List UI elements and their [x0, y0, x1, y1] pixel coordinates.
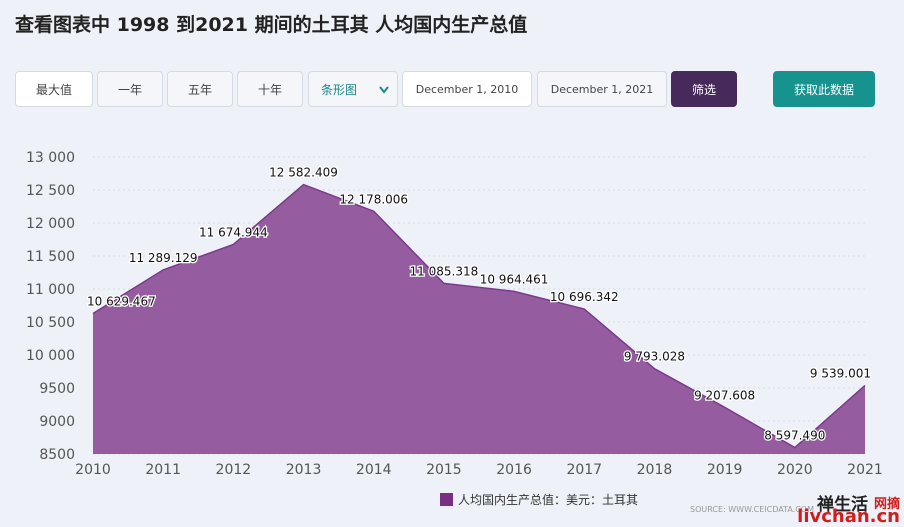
y-tick-label: 8500	[39, 447, 75, 463]
data-label: 9 793.028	[624, 350, 685, 364]
watermark: 禅生活	[817, 495, 868, 515]
data-label: 11 085.318	[410, 264, 479, 278]
data-label: 10 696.342	[550, 290, 619, 304]
end-date[interactable]: December 1, 2021	[537, 71, 667, 107]
data-label: 8 597.490	[764, 429, 825, 443]
area	[93, 184, 865, 454]
x-tick-label: 2020	[777, 462, 813, 478]
select-text: 条形图	[321, 82, 358, 97]
chart-type-select[interactable]: 条形图	[308, 71, 398, 107]
line	[92, 183, 866, 449]
data-label: 9 207.608	[694, 388, 755, 402]
range-button[interactable]: 一年	[97, 71, 163, 107]
y-tick-label: 11 000	[26, 282, 75, 298]
x-tick-label: 2013	[286, 462, 322, 478]
y-tick-label: 11 500	[26, 249, 75, 265]
y-tick-label: 9000	[39, 414, 75, 430]
x-tick-label: 2010	[75, 462, 111, 478]
start-date[interactable]: December 1, 2010	[402, 71, 532, 107]
download-button[interactable]: 获取此数据	[773, 71, 875, 107]
y-tick-label: 10 500	[26, 315, 75, 331]
data-label: 12 582.409	[269, 166, 338, 180]
filter-button[interactable]: 筛选	[671, 71, 737, 107]
x-tick-label: 2016	[496, 462, 532, 478]
range-button[interactable]: 最大值	[15, 71, 93, 107]
x-tick-label: 2019	[707, 462, 743, 478]
data-label: 11 674.944	[199, 225, 268, 239]
y-tick-label: 10 000	[26, 348, 75, 364]
x-tick-label: 2021	[847, 462, 883, 478]
y-tick-label: 12 500	[26, 183, 75, 199]
x-tick-label: 2012	[216, 462, 252, 478]
data-label: 10 629.467	[87, 294, 156, 308]
range-button[interactable]: 五年	[167, 71, 233, 107]
x-tick-label: 2018	[637, 462, 673, 478]
x-tick-label: 2017	[566, 462, 602, 478]
watermark-url: livchan.cn	[797, 506, 900, 527]
range-button[interactable]: 十年	[237, 71, 303, 107]
watermark: 网摘	[873, 497, 900, 512]
x-tick-label: 2014	[356, 462, 392, 478]
source: SOURCE: WWW.CEICDATA.COM	[690, 505, 814, 514]
x-tick-label: 2015	[426, 462, 462, 478]
data-label: 9 539.001	[810, 366, 871, 380]
y-tick-label: 12 000	[26, 216, 75, 232]
data-label: 10 964.461	[480, 272, 549, 286]
chart-title: 查看图表中 1998 到2021 期间的土耳其 人均国内生产总值	[15, 14, 528, 36]
select-arrow	[379, 86, 389, 94]
data-label: 11 289.129	[129, 251, 198, 265]
x-tick-label: 2011	[145, 462, 181, 478]
y-tick-label: 9500	[39, 381, 75, 397]
legend-label: 人均国内生产总值：美元：土耳其	[458, 492, 638, 507]
legend-swatch	[440, 493, 453, 506]
y-tick-label: 13 000	[26, 150, 75, 166]
data-label: 12 178.006	[339, 192, 408, 206]
